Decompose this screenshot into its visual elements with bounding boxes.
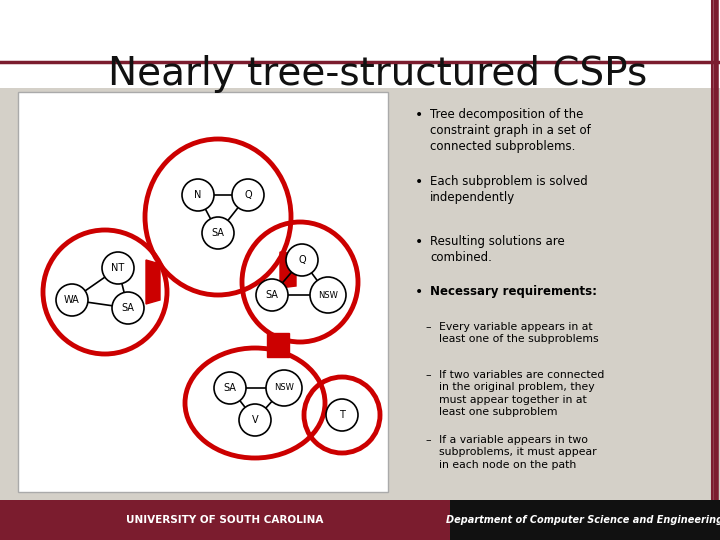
FancyBboxPatch shape (0, 0, 720, 88)
Circle shape (112, 292, 144, 324)
Text: •: • (415, 175, 423, 189)
Circle shape (326, 399, 358, 431)
Text: Every variable appears in at
least one of the subproblems: Every variable appears in at least one o… (439, 322, 598, 345)
Text: WA: WA (64, 295, 80, 305)
Circle shape (266, 370, 302, 406)
Text: If a variable appears in two
subproblems, it must appear
in each node on the pat: If a variable appears in two subproblems… (439, 435, 597, 470)
Text: Each subproblem is solved
independently: Each subproblem is solved independently (430, 175, 588, 204)
Circle shape (102, 252, 134, 284)
Circle shape (286, 244, 318, 276)
Text: •: • (415, 235, 423, 249)
Text: –: – (425, 435, 431, 445)
Text: Department of Computer Science and Engineering: Department of Computer Science and Engin… (446, 515, 720, 525)
Text: Tree decomposition of the
constraint graph in a set of
connected subproblems.: Tree decomposition of the constraint gra… (430, 108, 590, 153)
Text: Nearly tree-structured CSPs: Nearly tree-structured CSPs (108, 55, 647, 93)
Circle shape (239, 404, 271, 436)
Text: Q: Q (298, 255, 306, 265)
Circle shape (232, 179, 264, 211)
FancyBboxPatch shape (0, 500, 450, 540)
Text: UNIVERSITY OF SOUTH CAROLINA: UNIVERSITY OF SOUTH CAROLINA (126, 515, 324, 525)
Text: NSW: NSW (274, 383, 294, 393)
Circle shape (182, 179, 214, 211)
FancyBboxPatch shape (450, 500, 720, 540)
Text: T: T (339, 410, 345, 420)
Text: NSW: NSW (318, 291, 338, 300)
Text: NT: NT (112, 263, 125, 273)
Text: –: – (425, 322, 431, 332)
Polygon shape (146, 260, 160, 304)
Text: Q: Q (244, 190, 252, 200)
Text: –: – (425, 370, 431, 380)
Circle shape (56, 284, 88, 316)
Text: •: • (415, 108, 423, 122)
Circle shape (256, 279, 288, 311)
FancyBboxPatch shape (18, 92, 388, 492)
Polygon shape (267, 333, 289, 357)
Text: Necessary requirements:: Necessary requirements: (430, 285, 597, 298)
Circle shape (310, 277, 346, 313)
Text: N: N (194, 190, 202, 200)
Polygon shape (280, 252, 296, 288)
Text: •: • (415, 285, 423, 299)
Text: If two variables are connected
in the original problem, they
must appear togethe: If two variables are connected in the or… (439, 370, 604, 417)
Text: SA: SA (266, 290, 279, 300)
Text: V: V (252, 415, 258, 425)
Text: SA: SA (224, 383, 236, 393)
Circle shape (202, 217, 234, 249)
Text: SA: SA (212, 228, 225, 238)
Circle shape (214, 372, 246, 404)
Text: SA: SA (122, 303, 135, 313)
Text: Resulting solutions are
combined.: Resulting solutions are combined. (430, 235, 564, 264)
